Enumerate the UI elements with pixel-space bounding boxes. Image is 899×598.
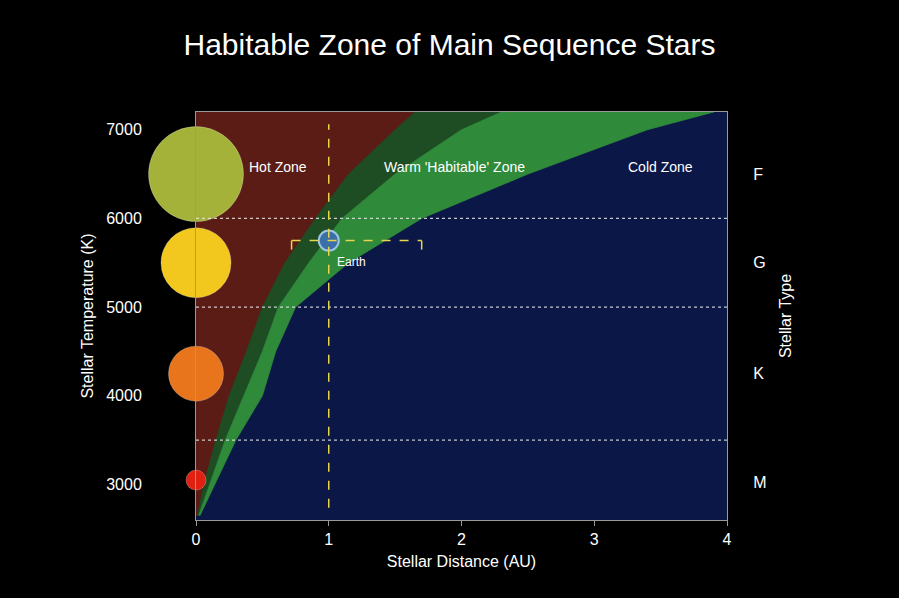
svg-text:0: 0 (192, 531, 201, 548)
svg-text:5000: 5000 (106, 299, 142, 316)
svg-text:7000: 7000 (106, 121, 142, 138)
svg-text:Stellar Temperature (K): Stellar Temperature (K) (79, 233, 96, 398)
svg-text:Warm 'Habitable' Zone: Warm 'Habitable' Zone (384, 159, 525, 175)
svg-text:F: F (753, 166, 763, 183)
svg-text:G: G (753, 254, 765, 271)
svg-text:2: 2 (457, 531, 466, 548)
svg-text:K: K (753, 365, 764, 382)
svg-text:Hot Zone: Hot Zone (249, 159, 307, 175)
svg-text:3000: 3000 (106, 476, 142, 493)
svg-text:4: 4 (723, 531, 732, 548)
svg-text:1: 1 (324, 531, 333, 548)
svg-text:3: 3 (590, 531, 599, 548)
svg-text:Stellar Distance (AU): Stellar Distance (AU) (387, 553, 536, 570)
svg-text:Cold Zone: Cold Zone (628, 159, 693, 175)
svg-text:M: M (753, 474, 766, 491)
svg-text:Stellar Type: Stellar Type (777, 274, 794, 358)
svg-text:Earth: Earth (337, 255, 366, 269)
svg-text:4000: 4000 (106, 387, 142, 404)
svg-text:6000: 6000 (106, 210, 142, 227)
svg-text:Habitable Zone of Main Sequenc: Habitable Zone of Main Sequence Stars (184, 28, 716, 61)
